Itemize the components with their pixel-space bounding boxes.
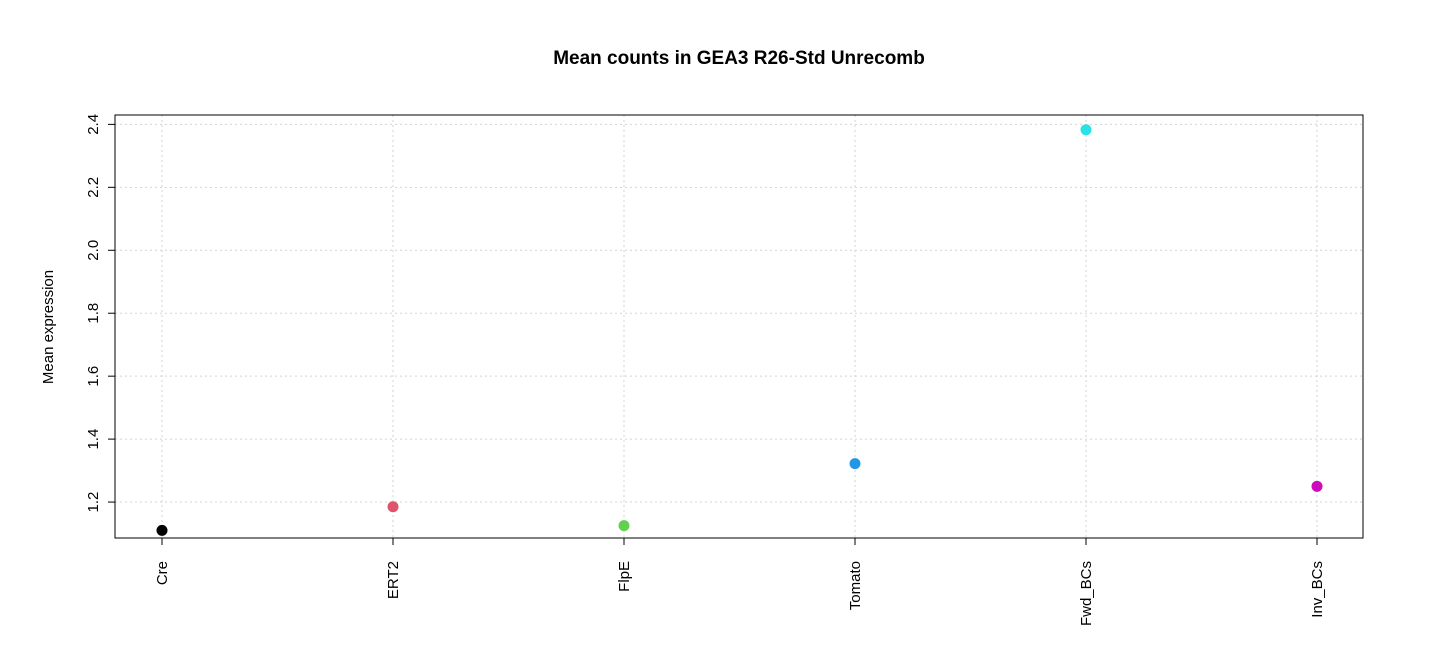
data-point-ert2 — [387, 501, 399, 513]
y-tick-label: 2.2 — [85, 177, 102, 198]
y-tick-label: 1.2 — [85, 492, 102, 513]
x-tick-label: ERT2 — [385, 561, 402, 599]
y-axis: 1.2 1.4 1.6 1.8 2.0 2.2 2.4 — [85, 114, 116, 513]
x-tick-label: Fwd_BCs — [1078, 561, 1095, 626]
y-tick-label: 1.8 — [85, 303, 102, 324]
x-tick-label: Tomato — [847, 561, 864, 610]
data-point-inv-bcs — [1311, 480, 1323, 492]
y-tick-label: 1.4 — [85, 429, 102, 450]
data-points — [156, 124, 1323, 536]
data-point-cre — [156, 524, 168, 536]
data-point-fwd-bcs — [1080, 124, 1092, 136]
x-tick-label: Inv_BCs — [1309, 561, 1326, 618]
y-tick-label: 2.4 — [85, 114, 102, 135]
plot-area — [114, 114, 1364, 539]
y-axis-label: Mean expression — [40, 270, 57, 384]
x-axis: Cre ERT2 FlpE Tomato Fwd_BCs Inv_BCs — [154, 537, 1326, 626]
data-point-flpe — [618, 520, 630, 532]
x-tick-label: Cre — [154, 561, 171, 585]
y-tick-label: 1.6 — [85, 366, 102, 387]
y-tick-label: 2.0 — [85, 240, 102, 261]
x-tick-label: FlpE — [616, 561, 633, 592]
chart-title: Mean counts in GEA3 R26-Std Unrecomb — [553, 48, 925, 69]
grid — [115, 115, 1363, 538]
data-point-tomato — [849, 458, 861, 470]
